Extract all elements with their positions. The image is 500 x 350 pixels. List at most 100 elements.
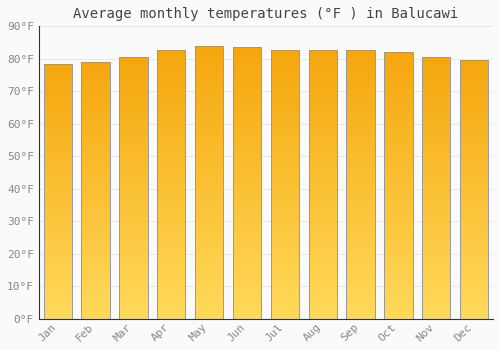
Bar bbox=[270, 244, 299, 246]
Bar bbox=[460, 76, 488, 78]
Bar bbox=[422, 114, 450, 117]
Bar bbox=[44, 153, 72, 156]
Bar bbox=[44, 186, 72, 189]
Bar bbox=[195, 231, 224, 234]
Bar bbox=[346, 126, 375, 128]
Bar bbox=[82, 270, 110, 273]
Bar bbox=[44, 263, 72, 265]
Bar bbox=[82, 278, 110, 280]
Bar bbox=[346, 271, 375, 273]
Bar bbox=[346, 88, 375, 91]
Bar bbox=[119, 125, 148, 128]
Bar bbox=[233, 172, 261, 175]
Bar bbox=[195, 68, 224, 70]
Bar bbox=[44, 237, 72, 240]
Bar bbox=[233, 124, 261, 126]
Bar bbox=[195, 119, 224, 122]
Bar bbox=[82, 193, 110, 196]
Bar bbox=[44, 163, 72, 166]
Bar bbox=[44, 166, 72, 168]
Bar bbox=[346, 77, 375, 80]
Bar bbox=[119, 290, 148, 293]
Bar bbox=[44, 184, 72, 186]
Bar bbox=[157, 287, 186, 289]
Bar bbox=[119, 277, 148, 280]
Bar bbox=[233, 297, 261, 300]
Bar bbox=[157, 190, 186, 192]
Bar bbox=[460, 99, 488, 102]
Bar bbox=[82, 108, 110, 111]
Bar bbox=[460, 141, 488, 143]
Bar bbox=[346, 190, 375, 192]
Bar bbox=[308, 58, 337, 61]
Bar bbox=[119, 164, 148, 167]
Bar bbox=[422, 120, 450, 122]
Bar bbox=[44, 235, 72, 237]
Bar bbox=[157, 279, 186, 281]
Bar bbox=[233, 292, 261, 294]
Bar bbox=[119, 251, 148, 253]
Bar bbox=[460, 81, 488, 84]
Bar bbox=[422, 167, 450, 169]
Bar bbox=[270, 316, 299, 319]
Bar bbox=[119, 287, 148, 290]
Bar bbox=[195, 311, 224, 314]
Bar bbox=[270, 262, 299, 265]
Bar bbox=[460, 135, 488, 138]
Bar bbox=[195, 152, 224, 155]
Bar bbox=[119, 295, 148, 298]
Bar bbox=[157, 193, 186, 195]
Bar bbox=[44, 66, 72, 69]
Bar bbox=[270, 142, 299, 144]
Bar bbox=[195, 256, 224, 259]
Bar bbox=[233, 156, 261, 159]
Bar bbox=[44, 202, 72, 204]
Bar bbox=[308, 300, 337, 303]
Bar bbox=[195, 111, 224, 114]
Bar bbox=[384, 212, 412, 215]
Bar bbox=[346, 236, 375, 238]
Bar bbox=[270, 171, 299, 174]
Bar bbox=[460, 223, 488, 226]
Bar bbox=[119, 206, 148, 209]
Bar bbox=[233, 208, 261, 210]
Bar bbox=[308, 201, 337, 203]
Bar bbox=[384, 151, 412, 154]
Bar bbox=[384, 84, 412, 87]
Bar bbox=[119, 141, 148, 143]
Bar bbox=[44, 72, 72, 74]
Bar bbox=[422, 185, 450, 188]
Bar bbox=[195, 84, 224, 87]
Bar bbox=[308, 112, 337, 115]
Bar bbox=[195, 163, 224, 166]
Bar bbox=[44, 286, 72, 288]
Bar bbox=[422, 57, 450, 319]
Bar bbox=[119, 214, 148, 217]
Bar bbox=[460, 311, 488, 314]
Bar bbox=[384, 276, 412, 279]
Bar bbox=[308, 176, 337, 179]
Bar bbox=[44, 212, 72, 215]
Bar bbox=[460, 244, 488, 246]
Bar bbox=[233, 88, 261, 91]
Bar bbox=[157, 295, 186, 298]
Bar bbox=[233, 140, 261, 142]
Bar bbox=[384, 241, 412, 244]
Bar bbox=[195, 60, 224, 62]
Bar bbox=[308, 75, 337, 77]
Bar bbox=[308, 158, 337, 160]
Bar bbox=[157, 241, 186, 244]
Bar bbox=[384, 220, 412, 223]
Bar bbox=[157, 142, 186, 144]
Bar bbox=[270, 99, 299, 101]
Bar bbox=[384, 135, 412, 138]
Bar bbox=[44, 171, 72, 174]
Bar bbox=[422, 240, 450, 243]
Bar bbox=[195, 240, 224, 243]
Bar bbox=[422, 172, 450, 175]
Bar bbox=[233, 110, 261, 113]
Bar bbox=[82, 209, 110, 211]
Bar bbox=[82, 206, 110, 209]
Bar bbox=[270, 233, 299, 236]
Bar bbox=[384, 68, 412, 71]
